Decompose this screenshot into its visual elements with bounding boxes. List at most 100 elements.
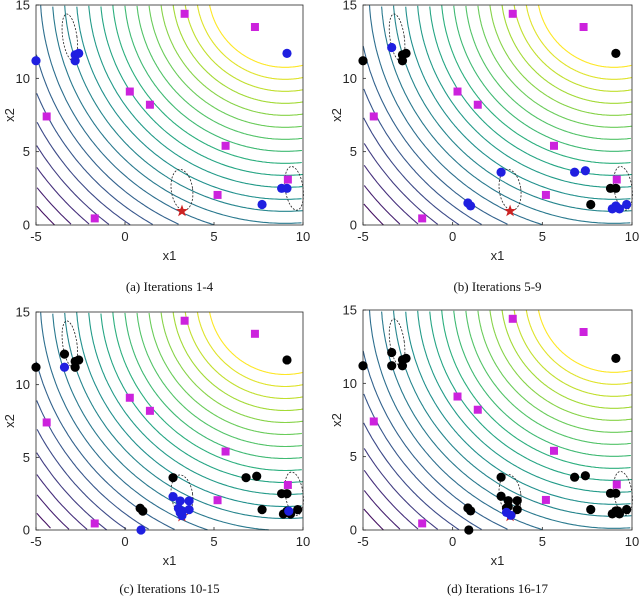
contour-line [160, 5, 303, 116]
y-tick-label: 15 [16, 305, 30, 320]
contour-line [417, 5, 632, 188]
x-tick-label: 10 [625, 229, 639, 244]
contour-line [393, 310, 632, 517]
contour-line [172, 5, 304, 104]
contour-line [363, 490, 401, 530]
square-marker [145, 406, 154, 415]
previous-point [586, 504, 596, 515]
contour-line [513, 310, 632, 397]
current-point [282, 48, 292, 59]
square-marker [473, 100, 482, 109]
contour-line [100, 6, 303, 176]
y-tick-label: 0 [350, 218, 357, 233]
contour-line [363, 143, 439, 225]
square-marker [283, 175, 292, 184]
contour-line [363, 422, 460, 531]
markers [31, 9, 304, 223]
contour-line [136, 5, 303, 140]
square-marker [579, 23, 588, 31]
square-marker [125, 393, 134, 402]
previous-point [59, 349, 70, 359]
contour-line [501, 4, 632, 104]
square-marker [453, 392, 462, 401]
previous-point [611, 488, 621, 498]
contour-line [112, 312, 302, 472]
previous-point [586, 199, 596, 210]
previous-point [293, 505, 303, 515]
contour-line [36, 512, 51, 529]
subplot-caption: (c) Iterations 10-15 [119, 581, 219, 596]
square-marker [418, 214, 427, 223]
previous-point [611, 183, 621, 193]
y-tick-label: 10 [343, 376, 357, 391]
square-marker [180, 9, 189, 18]
y-tick-label: 5 [350, 144, 357, 159]
square-marker [541, 495, 550, 504]
previous-point [512, 504, 522, 515]
current-point [496, 167, 506, 177]
contour-line [36, 452, 108, 531]
current-point [184, 505, 194, 515]
contour-line [477, 310, 632, 433]
contour-line [363, 203, 384, 226]
y-axis-label: x2 [2, 108, 17, 122]
contour-line [124, 312, 303, 460]
contour-line [64, 5, 303, 212]
contour-line [537, 309, 632, 373]
previous-point [31, 362, 41, 372]
x-axis-label: x1 [491, 248, 505, 263]
y-tick-label: 15 [343, 303, 357, 318]
x-axis-label: x1 [163, 248, 177, 263]
x-tick-label: -5 [357, 229, 369, 244]
x-tick-label: 5 [210, 534, 217, 549]
square-marker [418, 519, 427, 528]
previous-point [74, 355, 84, 365]
contour-line [40, 5, 214, 226]
current-point [580, 166, 590, 176]
contour-line [196, 4, 304, 80]
contour-line [36, 167, 90, 225]
previous-point [496, 472, 506, 482]
x-tick-label: 0 [449, 534, 456, 549]
contour-line [525, 309, 632, 385]
square-marker [369, 417, 378, 426]
contour-line [124, 5, 303, 152]
current-point [175, 507, 185, 518]
contour-line [363, 448, 439, 530]
x-tick-label: 0 [121, 229, 128, 244]
square-marker [213, 496, 222, 505]
previous-point [70, 362, 80, 372]
contour-line [368, 5, 543, 226]
contour-line [36, 122, 131, 226]
previous-point [387, 347, 397, 358]
x-tick-label: -5 [30, 229, 42, 244]
contour-line [36, 145, 110, 225]
previous-point [580, 471, 590, 481]
contour-line [363, 185, 401, 225]
previous-point [622, 504, 632, 515]
current-point [622, 199, 632, 210]
previous-point [257, 505, 267, 515]
contour-line [52, 6, 302, 224]
square-marker [250, 329, 259, 338]
y-tick-label: 0 [23, 523, 30, 538]
x-tick-label: -5 [30, 534, 42, 549]
contour-lines [362, 4, 632, 226]
contour-line [209, 4, 303, 68]
square-marker [612, 480, 621, 489]
contour-line [35, 54, 179, 225]
contour-line [40, 312, 208, 531]
previous-point [241, 473, 251, 483]
contour-line [381, 311, 631, 529]
contour-line [363, 164, 419, 225]
contour-line [209, 312, 303, 376]
square-marker [541, 190, 550, 199]
axes-box [362, 309, 633, 531]
current-point [59, 362, 70, 372]
previous-point [496, 491, 506, 501]
current-point [175, 496, 185, 506]
previous-point [464, 525, 474, 535]
